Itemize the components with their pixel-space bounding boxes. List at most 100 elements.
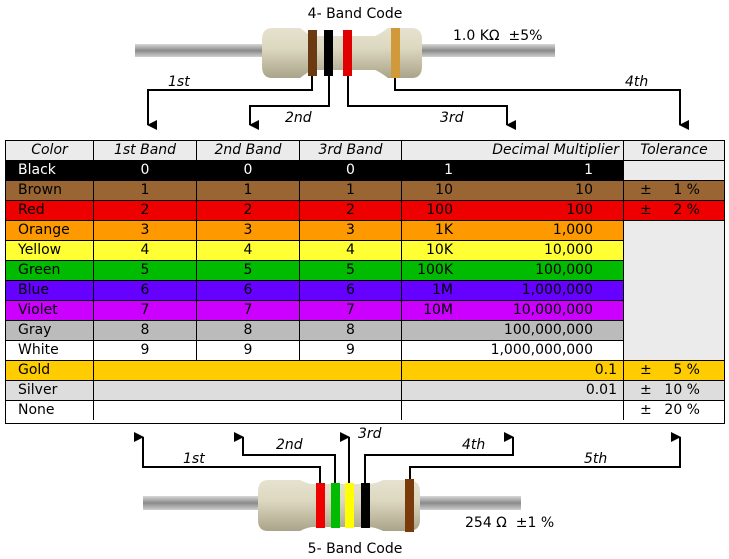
band3-value: 5 [300, 261, 402, 280]
tolerance-empty-region [624, 221, 724, 361]
five-band-value: 254 Ω ±1 % [465, 515, 554, 531]
band1-value: 6 [94, 281, 197, 300]
multiplier-cell: 100K 100,000 [402, 261, 624, 280]
table-row: Gold 0.1 ±5 % [6, 361, 724, 381]
multiplier-short: 100K [417, 262, 453, 278]
tolerance-value: 2 % [673, 202, 700, 218]
color-name: Gray [6, 321, 94, 340]
band2-value: 2 [197, 201, 300, 220]
multiplier-cell: 0.1 [402, 361, 624, 380]
color-name: Brown [6, 181, 94, 200]
multiplier-cell [402, 401, 624, 420]
multiplier-short: 10K [426, 242, 453, 258]
table-row: Red 2 2 2 100 100 ±2 % [6, 201, 724, 221]
band2-value: 9 [197, 341, 300, 360]
band3-value: 9 [300, 341, 402, 360]
band2-value: 8 [197, 321, 300, 340]
plus-minus-symbol: ± [640, 402, 652, 418]
four-band-arrows [147, 76, 689, 130]
band2-value: 6 [197, 281, 300, 300]
tolerance-cell: ±1 % [624, 181, 724, 200]
five-band-2 [331, 483, 340, 528]
band1-value: 4 [94, 241, 197, 260]
table-row: None ±20 % [6, 401, 724, 421]
tolerance-value: 10 % [664, 382, 700, 398]
multiplier-long: 100 [566, 202, 593, 218]
header-cell: 3rd Band [300, 141, 402, 160]
header-cell: 2nd Band [197, 141, 300, 160]
tolerance-value: 1 % [673, 182, 700, 198]
color-name: Orange [6, 221, 94, 240]
header-cell: Tolerance [624, 141, 724, 160]
multiplier-cell: 0.01 [402, 381, 624, 400]
plus-minus-symbol: ± [640, 362, 652, 378]
band1-value: 9 [94, 341, 197, 360]
multiplier-long: 1,000 [552, 222, 593, 238]
band3-value: 7 [300, 301, 402, 320]
multiplier-cell: 1K 1,000 [402, 221, 624, 240]
color-name: Blue [6, 281, 94, 300]
multiplier-long: 1,000,000,000 [490, 342, 593, 358]
multiplier-short: 1 [444, 162, 453, 178]
band3-value: 6 [300, 281, 402, 300]
band1-value: 1 [94, 181, 197, 200]
table-row: Black 0 0 0 1 1 [6, 161, 724, 181]
band3-value: 1 [300, 181, 402, 200]
digit-empty-cell [94, 361, 402, 380]
multiplier-long: 10 [575, 182, 593, 198]
plus-minus-symbol: ± [640, 382, 652, 398]
multiplier-long: 1 [584, 162, 593, 178]
color-name: Silver [6, 381, 94, 400]
multiplier-long: 100,000 [535, 262, 593, 278]
four-band-label-2nd: 2nd [285, 110, 312, 126]
multiplier-cell: 10K 10,000 [402, 241, 624, 260]
band2-value: 7 [197, 301, 300, 320]
multiplier-cell: 100 100 [402, 201, 624, 220]
band1-value: 2 [94, 201, 197, 220]
four-band-2 [324, 30, 333, 76]
table-row: Yellow 4 4 4 10K 10,000 [6, 241, 624, 261]
digit-empty-cell [94, 401, 402, 420]
table-row: White 9 9 9 1,000,000,000 [6, 341, 624, 361]
digit-empty-cell [94, 381, 402, 400]
multiplier-short: 10M [423, 302, 453, 318]
tolerance-cell: ±2 % [624, 201, 724, 220]
tolerance-cell: ±20 % [624, 401, 724, 420]
color-name: Black [6, 161, 94, 180]
band1-value: 5 [94, 261, 197, 280]
multiplier-long: 10,000 [544, 242, 593, 258]
multiplier-short: 100 [426, 202, 453, 218]
color-name: Green [6, 261, 94, 280]
table-row: Silver 0.01 ±10 % [6, 381, 724, 401]
five-band-label-4th: 4th [462, 437, 485, 453]
five-band-3 [345, 483, 354, 528]
four-band-label-3rd: 3rd [440, 110, 464, 126]
header-cell: Color [6, 141, 94, 160]
multiplier-cell: 100,000,000 [402, 321, 624, 340]
tolerance-value: 20 % [664, 402, 700, 418]
four-band-title: 4- Band Code [308, 6, 403, 22]
four-band-3 [343, 30, 352, 76]
multiplier-value: 0.1 [594, 362, 617, 378]
multiplier-long: 100,000,000 [503, 322, 593, 338]
band3-value: 8 [300, 321, 402, 340]
header-cell: Decimal Multiplier [402, 141, 624, 160]
multiplier-cell: 10 10 [402, 181, 624, 200]
table-header: Color 1st Band 2nd Band 3rd Band Decimal Mul… [6, 141, 724, 161]
band1-value: 7 [94, 301, 197, 320]
plus-minus-symbol: ± [640, 202, 652, 218]
multiplier-cell: 1M 1,000,000 [402, 281, 624, 300]
table-row: Blue 6 6 6 1M 1,000,000 [6, 281, 624, 301]
color-name: White [6, 341, 94, 360]
multiplier-short: 1M [432, 282, 453, 298]
plus-minus-symbol: ± [640, 182, 652, 198]
tolerance-cell [624, 161, 724, 180]
header-cell: 1st Band [94, 141, 197, 160]
band1-value: 3 [94, 221, 197, 240]
five-band-4 [361, 483, 370, 528]
five-band-label-1st: 1st [183, 451, 205, 467]
band3-value: 4 [300, 241, 402, 260]
band2-value: 1 [197, 181, 300, 200]
band2-value: 3 [197, 221, 300, 240]
